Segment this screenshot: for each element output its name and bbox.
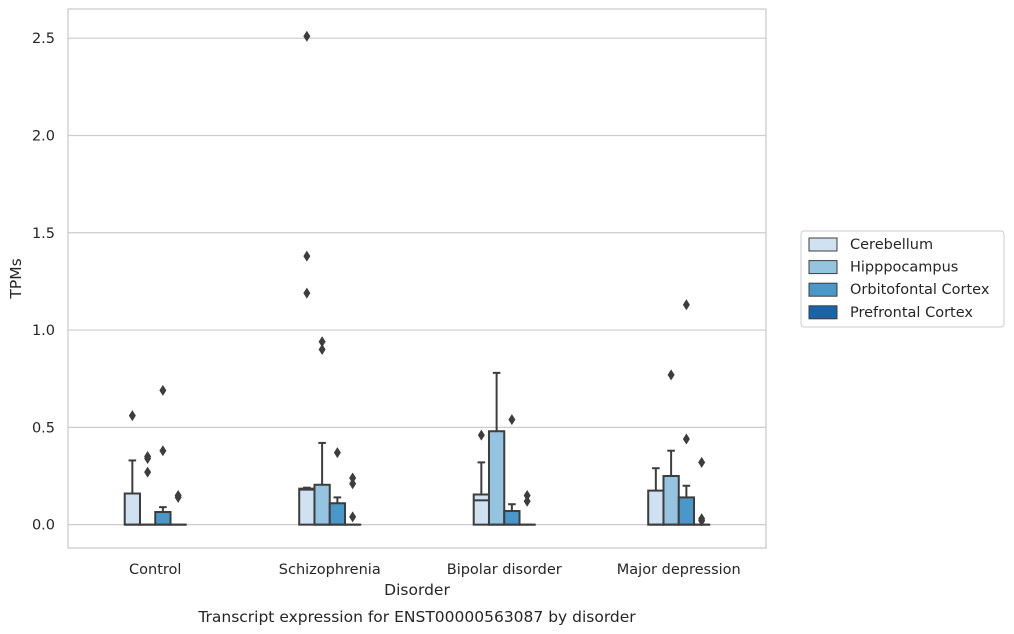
outlier-point — [318, 344, 326, 356]
box-orbitofontal-cortex — [677, 299, 696, 526]
legend-entry-label: Prefrontal Cortex — [850, 305, 973, 321]
box-body — [487, 430, 506, 526]
box-body — [677, 496, 696, 526]
plot-area-frame — [67, 8, 767, 549]
outlier-point — [174, 491, 182, 503]
legend-swatch — [808, 305, 838, 320]
legend-swatch — [808, 237, 838, 252]
outlier-point — [144, 452, 152, 464]
outlier-point — [303, 250, 311, 262]
x-tick-label: Bipolar disorder — [447, 562, 562, 578]
box-body — [123, 492, 141, 526]
box-body — [647, 489, 665, 526]
y-tick-label: 0.5 — [32, 420, 55, 436]
legend-swatch — [808, 282, 838, 297]
y-axis-label: TPMs — [7, 258, 25, 299]
box-hipppocampus — [487, 371, 506, 526]
outlier-point — [508, 414, 516, 426]
box-body — [154, 511, 172, 526]
outlier-point — [523, 489, 531, 501]
outlier-point — [318, 336, 326, 348]
outlier-point — [682, 299, 690, 311]
box-hipppocampus — [662, 369, 680, 526]
box-body — [503, 510, 521, 526]
legend-entry-label: Cerebellum — [850, 237, 933, 253]
box-orbitofontal-cortex — [154, 384, 172, 526]
box-prefrontal-cortex — [518, 489, 536, 526]
outlier-point — [698, 515, 706, 527]
chart-title: Transcript expression for ENST0000056308… — [197, 608, 636, 626]
box-cerebellum — [472, 429, 490, 526]
x-tick-label: Schizophrenia — [279, 562, 381, 578]
legend-frame — [800, 230, 1005, 328]
box-prefrontal-cortex — [344, 472, 362, 526]
legend: Cerebellum Hipppocampus Orbitofontal Corte… — [800, 230, 1005, 328]
box-body — [472, 493, 490, 526]
box-plot-marks — [123, 30, 711, 527]
x-axis-label: Disorder — [384, 581, 450, 599]
outlier-point — [303, 287, 311, 299]
outlier-point — [682, 433, 690, 445]
x-tick-labels: Control Schizophrenia Bipolar disorder Majo… — [129, 562, 741, 578]
outlier-point — [303, 30, 311, 42]
x-tick-label: Control — [129, 562, 181, 578]
outlier-point — [698, 456, 706, 468]
box-hipppocampus — [138, 451, 157, 526]
box-body — [328, 502, 347, 526]
y-tick-label: 1.0 — [32, 323, 55, 339]
outlier-point — [159, 384, 167, 396]
outlier-point — [159, 445, 167, 457]
box-body — [662, 475, 680, 526]
outlier-point — [333, 447, 341, 459]
legend-swatch — [808, 260, 838, 275]
outlier-point — [477, 429, 485, 441]
y-tick-label: 2.0 — [32, 128, 55, 144]
outlier-point — [349, 511, 357, 523]
box-prefrontal-cortex — [169, 489, 187, 526]
outlier-point — [128, 410, 136, 422]
box-orbitofontal-cortex — [503, 414, 521, 526]
outlier-point — [144, 466, 152, 478]
box-hipppocampus — [313, 336, 331, 526]
outlier-point — [349, 472, 357, 484]
outlier-point — [667, 369, 675, 381]
x-tick-label: Major depression — [617, 562, 741, 578]
box-cerebellum — [298, 30, 316, 526]
box-body — [313, 483, 331, 526]
y-tick-label: 2.5 — [32, 31, 55, 47]
y-tick-label: 1.5 — [32, 226, 55, 242]
y-tick-labels: 0.0 0.5 1.0 1.5 2.0 2.5 — [32, 31, 55, 533]
legend-entry-label: Orbitofontal Cortex — [850, 282, 990, 298]
outlier-point — [523, 495, 531, 507]
box-cerebellum — [647, 467, 665, 526]
box-cerebellum — [123, 410, 141, 526]
box-orbitofontal-cortex — [328, 447, 347, 526]
y-tick-label: 0.0 — [32, 518, 55, 534]
box-prefrontal-cortex — [693, 456, 711, 527]
box-body — [298, 487, 316, 526]
legend-entry-label: Hipppocampus — [850, 260, 958, 276]
outlier-point — [349, 478, 357, 490]
